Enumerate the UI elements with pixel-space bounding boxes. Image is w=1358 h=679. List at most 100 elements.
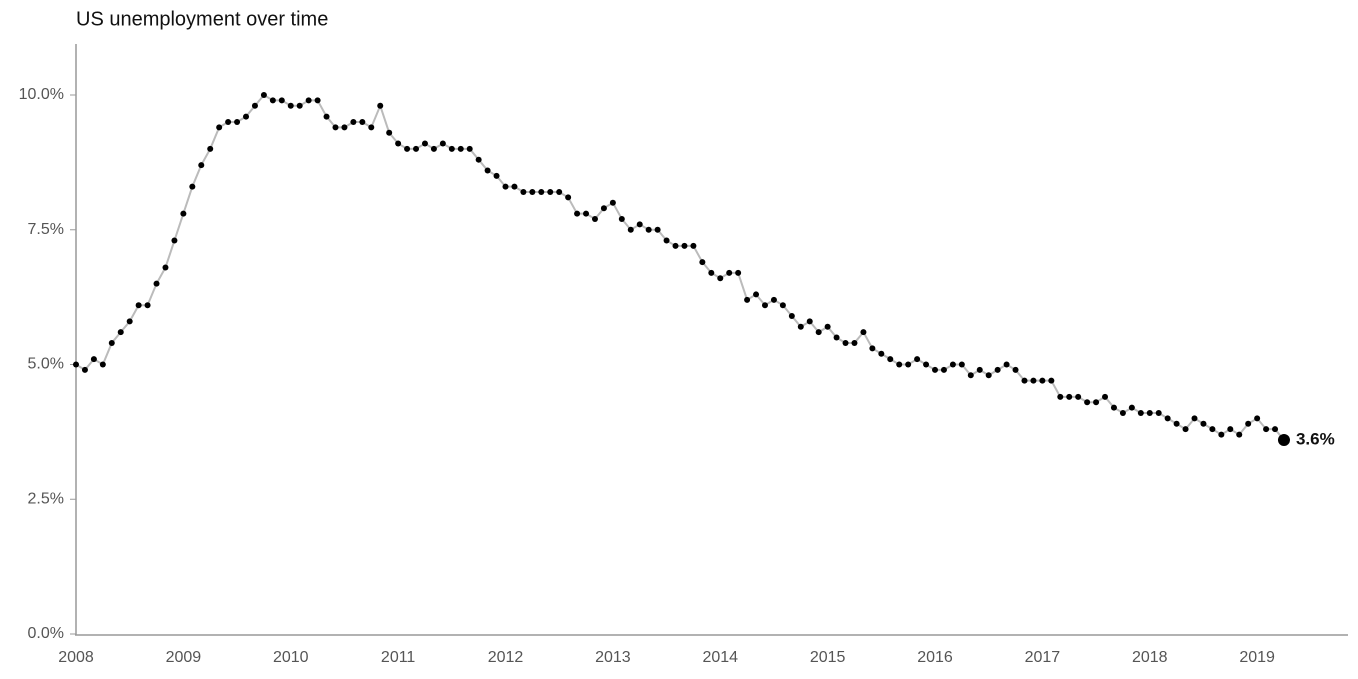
point <box>1200 420 1207 427</box>
point <box>73 361 79 368</box>
point <box>144 302 151 309</box>
point <box>502 183 509 190</box>
point <box>797 323 804 330</box>
point <box>896 361 903 368</box>
point <box>1146 410 1153 417</box>
point <box>1057 393 1064 400</box>
x-tick-label: 2014 <box>702 649 738 666</box>
point <box>1182 426 1189 433</box>
point <box>90 356 97 363</box>
x-tick-label: 2016 <box>917 649 953 666</box>
point <box>770 296 777 303</box>
point <box>243 113 250 120</box>
point <box>430 145 437 152</box>
y-tick-label: 10.0% <box>19 86 64 103</box>
point <box>377 102 384 109</box>
point <box>1209 426 1216 433</box>
point <box>887 356 894 363</box>
point <box>851 339 858 346</box>
point <box>788 312 795 319</box>
point <box>421 140 428 147</box>
point <box>269 97 276 104</box>
point <box>967 372 974 379</box>
point <box>842 339 849 346</box>
point <box>216 124 223 131</box>
point <box>574 210 581 217</box>
point <box>654 226 661 233</box>
point <box>645 226 652 233</box>
point <box>108 339 115 346</box>
point <box>395 140 402 147</box>
point <box>323 113 330 120</box>
x-tick-label: 2013 <box>595 649 631 666</box>
point <box>1119 410 1126 417</box>
point <box>538 189 545 196</box>
x-tick-label: 2012 <box>488 649 524 666</box>
point <box>171 237 178 244</box>
point <box>457 145 464 152</box>
point <box>618 215 625 222</box>
point <box>466 145 473 152</box>
point <box>1137 410 1144 417</box>
point <box>824 323 831 330</box>
point <box>815 329 822 336</box>
point <box>475 156 482 163</box>
point <box>1227 426 1234 433</box>
point <box>663 237 670 244</box>
point <box>717 275 724 282</box>
point <box>681 242 688 249</box>
x-tick-label: 2008 <box>58 649 94 666</box>
point <box>448 145 455 152</box>
point <box>126 318 133 325</box>
point <box>1102 393 1109 400</box>
point <box>153 280 160 287</box>
point <box>413 145 420 152</box>
point <box>600 205 607 212</box>
point <box>958 361 965 368</box>
point <box>905 361 912 368</box>
point <box>591 215 598 222</box>
point <box>180 210 187 217</box>
point <box>878 350 885 357</box>
point <box>1012 366 1019 373</box>
point <box>529 189 536 196</box>
y-tick-label: 2.5% <box>28 490 64 507</box>
point <box>583 210 590 217</box>
point <box>923 361 930 368</box>
point <box>1218 431 1225 438</box>
point <box>976 366 983 373</box>
x-tick-label: 2010 <box>273 649 309 666</box>
point <box>368 124 375 131</box>
x-tick-label: 2018 <box>1132 649 1168 666</box>
point <box>189 183 196 190</box>
point <box>860 329 867 336</box>
point <box>117 329 124 336</box>
point <box>99 361 106 368</box>
point <box>493 172 500 179</box>
point <box>636 221 643 228</box>
point <box>1245 420 1252 427</box>
point <box>386 129 393 136</box>
point <box>520 189 527 196</box>
line <box>75 93 1285 441</box>
point <box>1075 393 1082 400</box>
point <box>296 102 303 109</box>
point <box>1048 377 1055 384</box>
point <box>708 269 715 276</box>
point <box>207 145 214 152</box>
point <box>1110 404 1117 411</box>
point <box>806 318 813 325</box>
y-tick-label: 0.0% <box>28 625 64 642</box>
point <box>1128 404 1135 411</box>
point <box>547 189 554 196</box>
point <box>278 97 285 104</box>
point <box>985 372 992 379</box>
y-tick-label: 7.5% <box>28 221 64 238</box>
point <box>511 183 518 190</box>
point <box>225 118 232 125</box>
point <box>1093 399 1100 406</box>
point <box>1236 431 1243 438</box>
point <box>1173 420 1180 427</box>
